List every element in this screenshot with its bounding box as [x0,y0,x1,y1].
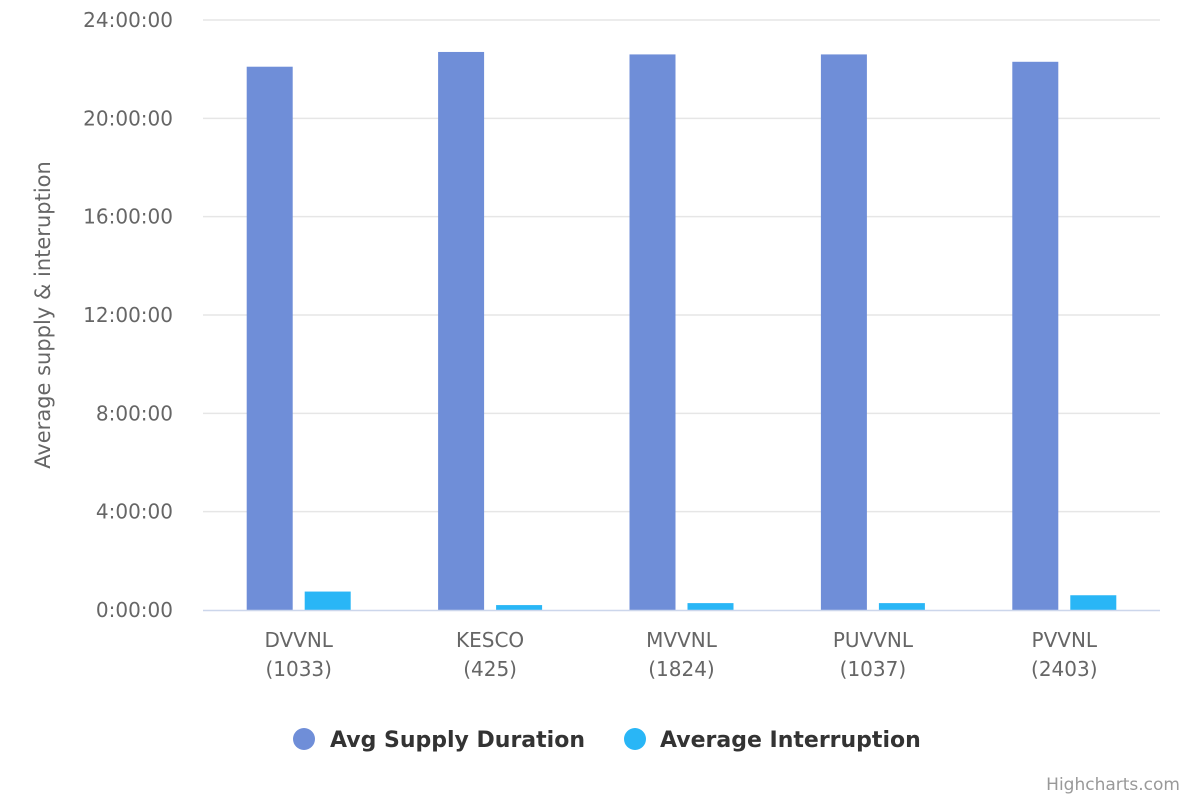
highcharts-credit[interactable]: Highcharts.com [1046,775,1180,795]
bars [246,51,1117,611]
bar-average-interruption[interactable] [1070,595,1117,610]
y-tick-label: 12:00:00 [83,303,173,327]
y-tick-label: 16:00:00 [83,205,173,229]
x-tick-sublabel: (1824) [648,657,715,681]
x-tick-label: PUVVNL [833,628,914,652]
y-tick-label: 20:00:00 [83,106,173,130]
legend-label: Average Interruption [660,728,921,753]
x-tick-sublabel: (2403) [1031,657,1098,681]
bar-avg-supply-duration[interactable] [1012,61,1059,610]
x-tick-sublabel: (1037) [840,657,907,681]
y-tick-label: 24:00:00 [83,8,173,32]
y-tick-label: 0:00:00 [96,598,173,622]
x-tick-sublabel: (1033) [265,657,332,681]
y-axis-title: Average supply & interuption [31,161,55,469]
legend-item[interactable]: Avg Supply Duration [293,728,585,753]
x-tick-sublabel: (425) [463,657,517,681]
legend-item[interactable]: Average Interruption [624,728,921,753]
bar-avg-supply-duration[interactable] [629,54,676,610]
legend-marker [624,728,646,750]
bar-average-interruption[interactable] [878,603,925,610]
x-tick-label: PVVNL [1032,628,1098,652]
bar-avg-supply-duration[interactable] [820,54,867,610]
y-axis-tick-labels: 0:00:00 4:00:00 8:00:00 12:00:00 16:00:00 20:… [83,8,173,622]
gridlines [203,19,1160,513]
x-axis-tick-labels: DVVNL (1033) KESCO (425) MVVNL (1824) PUVVNL (1… [264,628,1097,681]
bar-average-interruption[interactable] [687,603,734,610]
bar-average-interruption[interactable] [496,605,543,610]
legend-marker [293,728,315,750]
y-tick-label: 4:00:00 [96,500,173,524]
y-tick-label: 8:00:00 [96,401,173,425]
bar-avg-supply-duration[interactable] [246,66,293,611]
bar-average-interruption[interactable] [304,591,351,610]
x-tick-label: KESCO [456,628,524,652]
legend-label: Avg Supply Duration [330,728,585,753]
x-tick-label: DVVNL [264,628,333,652]
legend: Avg Supply Duration Average Interruption [293,728,921,753]
bar-avg-supply-duration[interactable] [438,51,485,611]
x-tick-label: MVVNL [646,628,718,652]
